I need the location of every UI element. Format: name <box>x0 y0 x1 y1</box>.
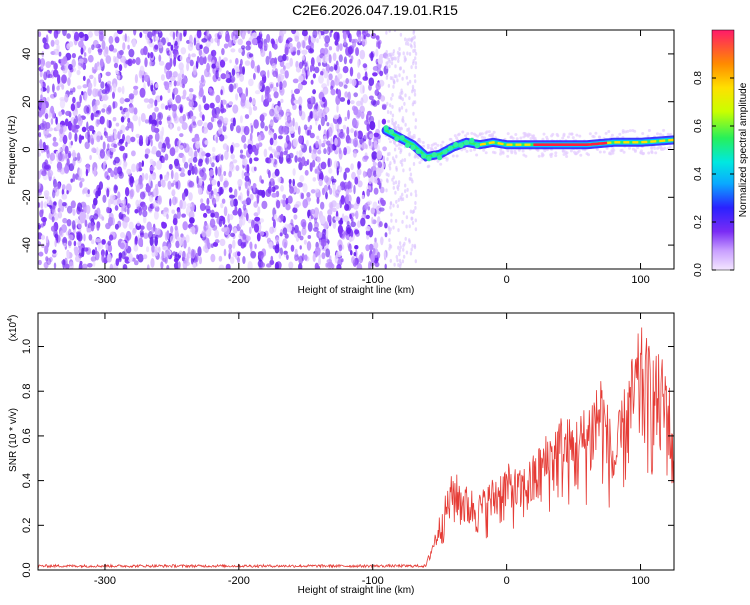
x-tick-label: 0 <box>504 575 510 587</box>
colorbar-tick-label: 0.4 <box>693 167 704 181</box>
colorbar-tick-label: 0.0 <box>693 263 704 277</box>
x-tick-label: 0 <box>504 274 510 286</box>
x-tick-label: -200 <box>228 274 250 286</box>
snr-frame <box>37 312 675 571</box>
snr-y-axis-label: SNR (10 * v/v) <box>8 408 19 472</box>
colorbar-label: Normalized spectral amplitude <box>738 82 749 217</box>
x-tick-label: 100 <box>631 575 649 587</box>
x-tick-label: -200 <box>228 575 250 587</box>
snr-x-axis-label: Height of straight line (km) <box>298 585 415 596</box>
colorbar: 0.0 0.2 0.4 0.6 0.8 Normalized spectral ampl… <box>693 29 749 277</box>
x-tick-label: -300 <box>94 575 116 587</box>
snr-scale-note: (x104) <box>7 315 19 342</box>
snr-axes: -300 -200 -100 0 100 0.0 0.2 0.4 0.6 0.8 1.0 <box>21 313 674 587</box>
figure-title: C2E6.2026.047.19.01.R15 <box>292 2 458 18</box>
colorbar-tick-label: 0.2 <box>693 215 704 229</box>
y-tick-label: -20 <box>21 189 33 205</box>
spectrogram-y-axis-label: Frequency (Hz) <box>7 116 18 185</box>
spectrogram-x-axis-label: Height of straight line (km) <box>298 285 415 296</box>
snr-panel: -300 -200 -100 0 100 0.0 0.2 0.4 0.6 0.8 1.0 Heigh… <box>7 312 675 596</box>
y-tick-label: -40 <box>21 237 33 253</box>
x-tick-label: -100 <box>362 575 384 587</box>
y-tick-label: 40 <box>21 48 33 60</box>
y-tick-label: 0.0 <box>21 562 33 577</box>
y-tick-label: 0.6 <box>21 428 33 443</box>
x-tick-label: 100 <box>631 274 649 286</box>
y-tick-label: 0 <box>21 146 33 152</box>
x-tick-label: -300 <box>94 274 116 286</box>
colorbar-ticks: 0.0 0.2 0.4 0.6 0.8 <box>693 71 734 277</box>
spectrogram-heatmap <box>38 30 674 269</box>
y-tick-label: 1.0 <box>21 339 33 354</box>
colorbar-tick-label: 0.8 <box>693 71 704 85</box>
x-tick-label: -100 <box>362 274 384 286</box>
y-tick-label: 20 <box>21 96 33 108</box>
y-tick-label: 0.2 <box>21 518 33 533</box>
colorbar-gradient <box>711 29 735 271</box>
y-tick-label: 0.8 <box>21 384 33 399</box>
y-tick-label: 0.4 <box>21 473 33 488</box>
colorbar-tick-label: 0.6 <box>693 119 704 133</box>
snr-series-line <box>38 327 674 569</box>
